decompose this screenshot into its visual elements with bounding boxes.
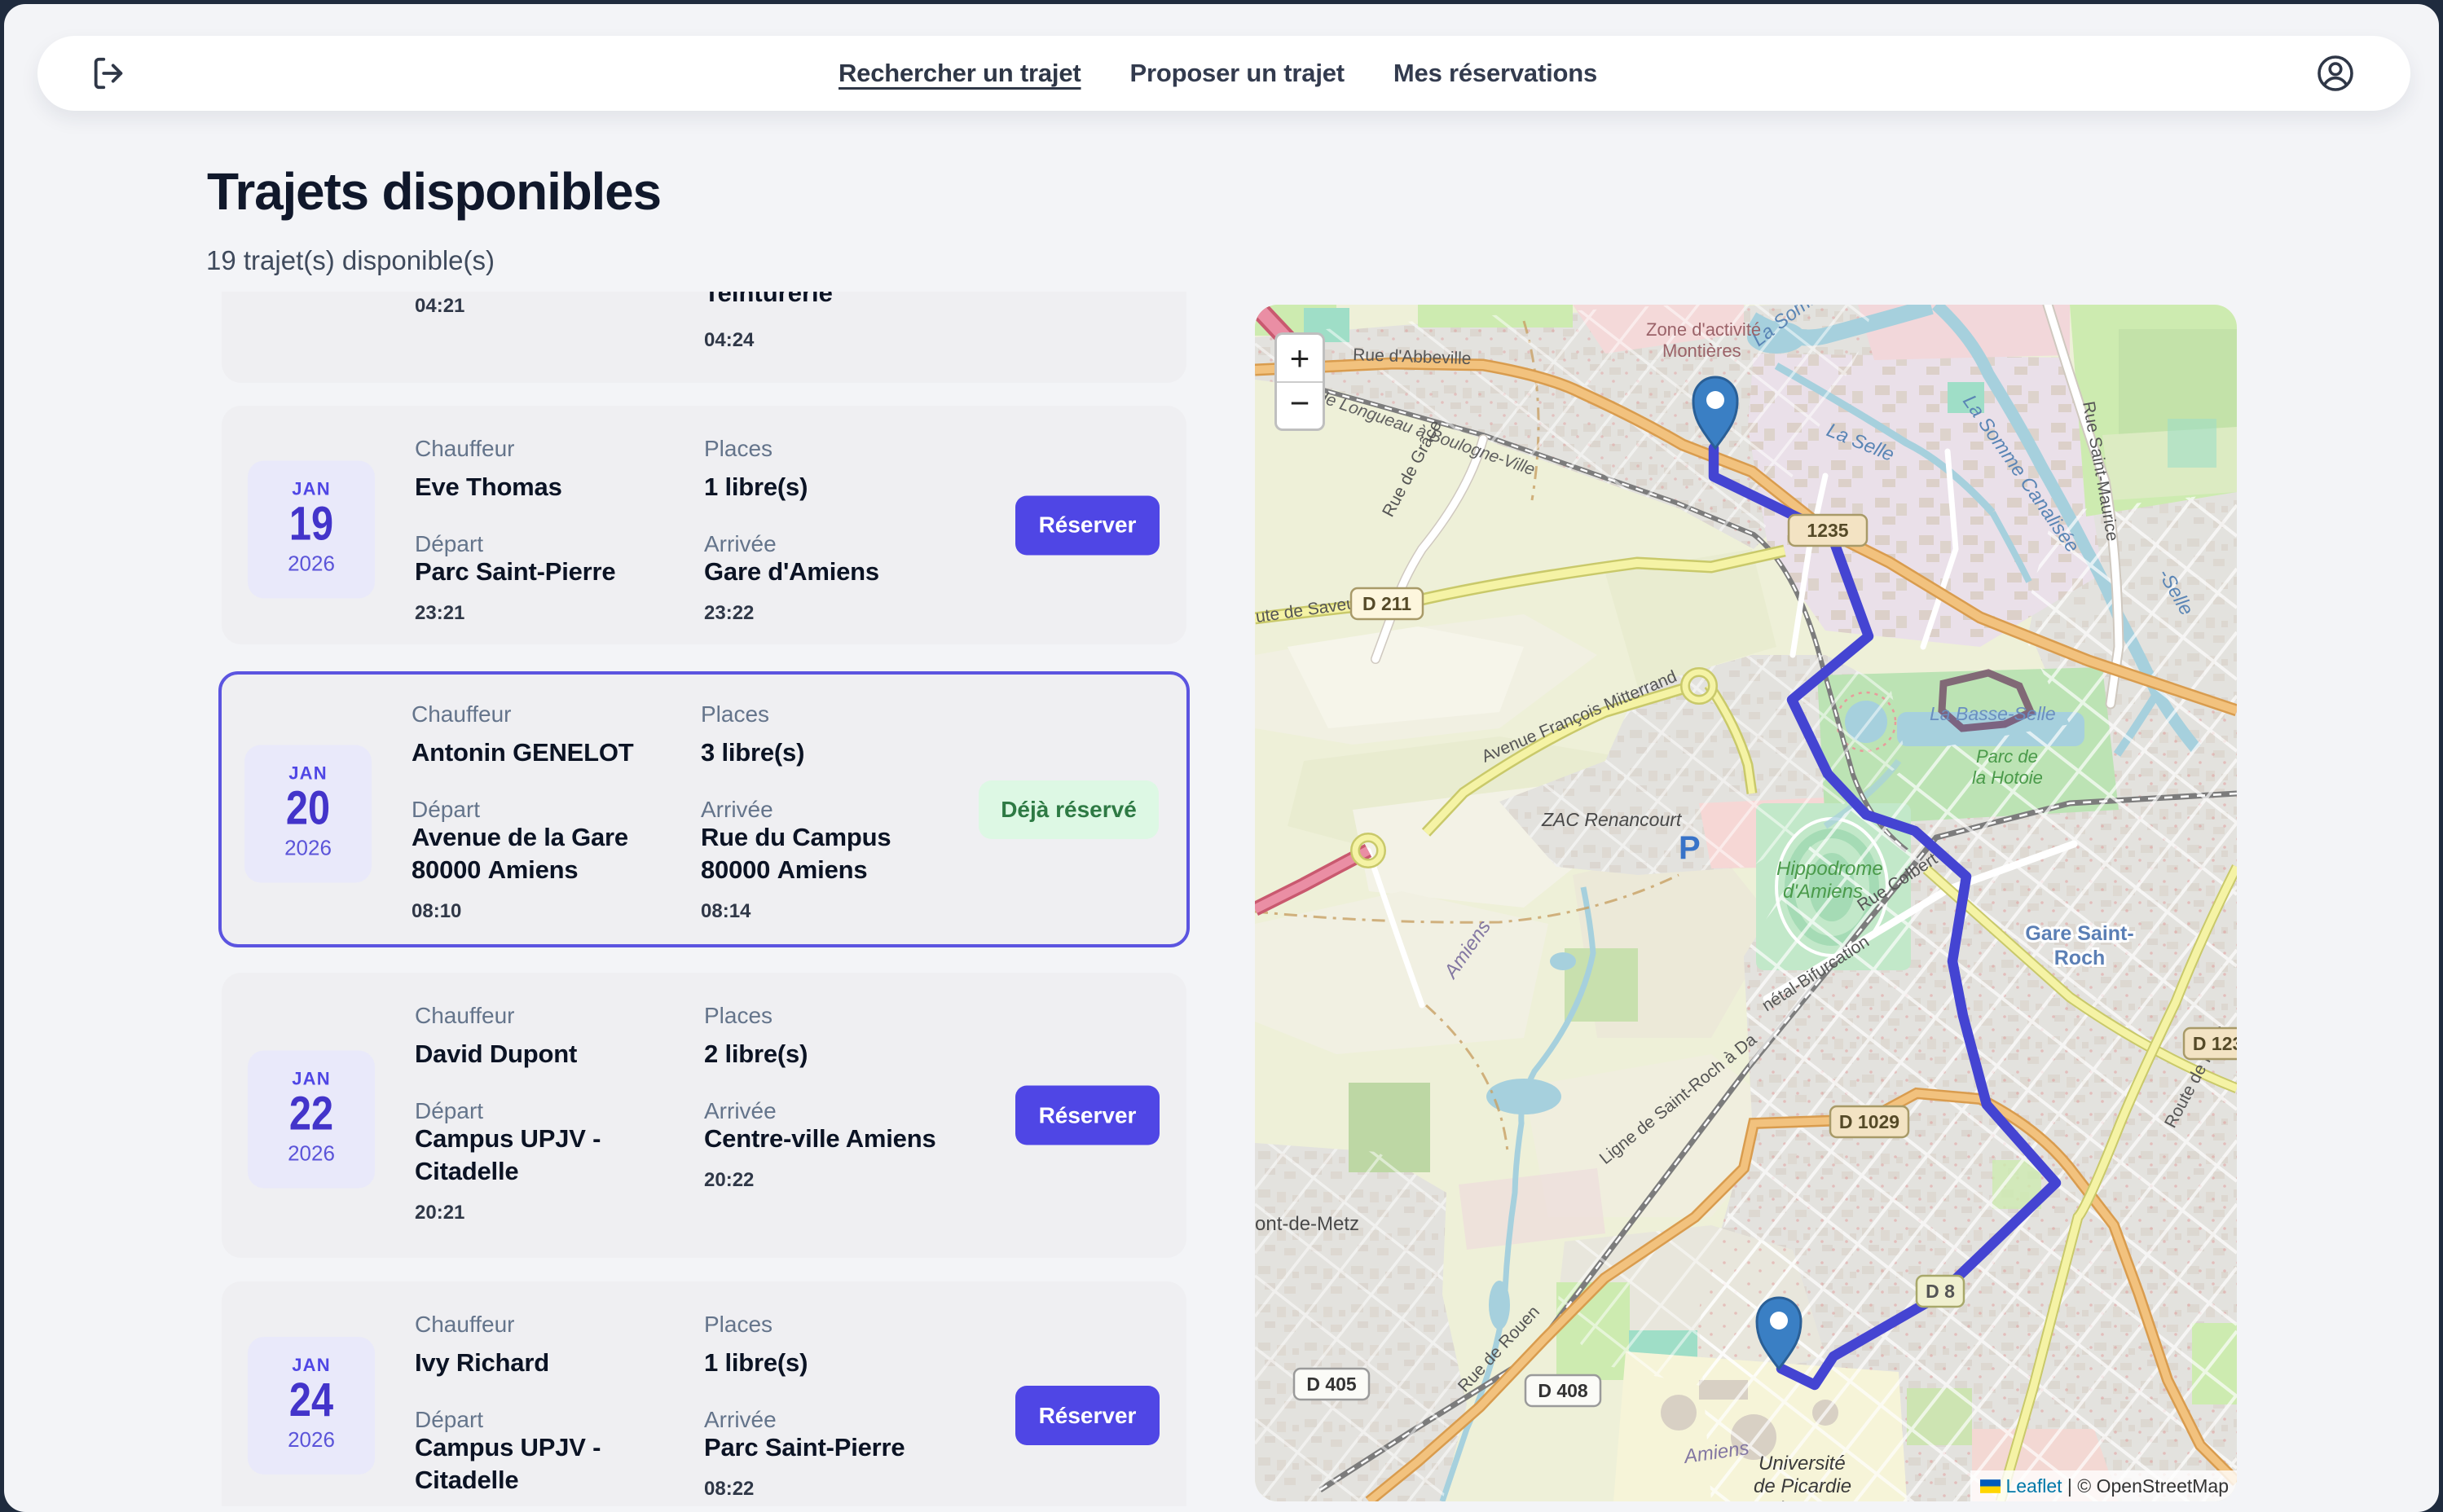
svg-text:1235: 1235 [1807, 520, 1848, 541]
svg-text:Zone d'activité: Zone d'activité [1646, 319, 1761, 340]
svg-text:Université: Université [1759, 1453, 1846, 1475]
svg-text:Parc de: Parc de [1976, 746, 2038, 767]
svg-text:de Picardie: de Picardie [1754, 1475, 1851, 1497]
svg-text:Montières: Montières [1662, 341, 1741, 361]
svg-text:Roch: Roch [2054, 947, 2106, 969]
svg-text:La Basse-Selle: La Basse-Selle [1930, 703, 2056, 724]
svg-text:D 8: D 8 [1926, 1281, 1955, 1302]
svg-text:Gare Saint-: Gare Saint- [2025, 922, 2133, 945]
svg-text:D 1029: D 1029 [1839, 1111, 1899, 1132]
svg-text:Hippodrome: Hippodrome [1776, 858, 1883, 880]
svg-text:D 1235: D 1235 [2193, 1033, 2237, 1054]
svg-text:la Hotoie: la Hotoie [1972, 767, 2043, 788]
svg-text:P: P [1679, 830, 1701, 866]
svg-text:D 408: D 408 [1538, 1380, 1588, 1401]
svg-text:ont-de-Metz: ont-de-Metz [1255, 1213, 1359, 1235]
svg-text:ZAC Renancourt: ZAC Renancourt [1541, 809, 1683, 830]
svg-text:Jules Verne: Jules Verne [1758, 1498, 1861, 1501]
svg-text:D 211: D 211 [1362, 593, 1411, 614]
svg-text:D 405: D 405 [1306, 1374, 1357, 1395]
svg-text:Rue d'Abbeville: Rue d'Abbeville [1353, 345, 1472, 368]
svg-text:d'Amiens: d'Amiens [1783, 881, 1863, 903]
